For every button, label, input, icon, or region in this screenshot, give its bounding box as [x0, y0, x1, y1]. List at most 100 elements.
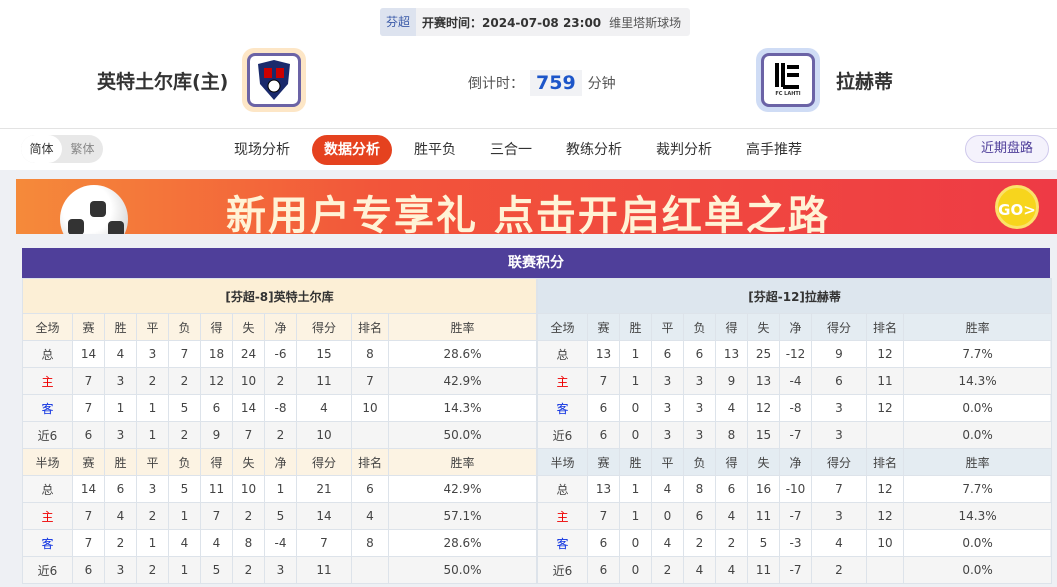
cell: 5	[200, 556, 233, 584]
cell: 3	[683, 421, 716, 449]
cell: 2	[168, 421, 201, 449]
lang-traditional[interactable]: 繁体	[70, 142, 95, 156]
cell: -8	[264, 394, 297, 422]
team-standing-title: [芬超-12]拉赫蒂	[536, 278, 1053, 314]
cell: 2	[264, 367, 297, 395]
tab-0[interactable]: 现场分析	[234, 142, 290, 158]
cell: 6	[683, 502, 716, 530]
tab-4[interactable]: 教练分析	[566, 142, 622, 158]
cell: 1	[136, 394, 169, 422]
league-tag[interactable]: 芬超	[380, 8, 417, 36]
team-standing-title: [芬超-8]英特土尔库	[22, 278, 537, 314]
row-label: 近6	[537, 556, 588, 584]
cell: 7.7%	[902, 340, 1053, 368]
countdown-label: 倒计时：	[468, 76, 524, 92]
recent-odds-button[interactable]: 近期盘路	[964, 135, 1049, 163]
column-header: 失	[232, 448, 265, 476]
row-label: 总	[537, 475, 588, 503]
cell: 5	[168, 475, 201, 503]
home-standings-table: [芬超-8]英特土尔库 全场赛胜平负得失净得分 排名 胜率总 14 4 3 7 18 24 -6 15…	[22, 278, 537, 584]
promo-banner[interactable]: 新用户专享礼 点击开启红单之路 GO>	[16, 179, 1057, 234]
cell: 13	[587, 475, 620, 503]
tab-5[interactable]: 裁判分析	[656, 142, 712, 158]
home-team-logo[interactable]	[242, 48, 307, 112]
cell: 13	[747, 367, 780, 395]
column-header: 净	[779, 313, 812, 341]
cell: 7	[296, 529, 352, 557]
cell: 6	[811, 367, 867, 395]
cell: 5	[747, 529, 780, 557]
cell: 11	[200, 475, 233, 503]
cell: 8	[715, 421, 748, 449]
cell: 42.9%	[388, 367, 537, 395]
full-header-row: 全场赛胜平负得失净得分 排名 胜率	[537, 313, 1053, 341]
away-team[interactable]: FC LAHTI 拉赫蒂	[756, 48, 893, 112]
away-standings-table: [芬超-12]拉赫蒂 全场赛胜平负得失净得分 排名 胜率总 13 1 6 6 13 25 -12 9 1…	[536, 278, 1053, 584]
tab-6[interactable]: 高手推荐	[746, 142, 802, 158]
cell: 7	[587, 367, 620, 395]
cell: 6	[587, 529, 620, 557]
cell: 7	[72, 502, 105, 530]
table-row: 总 13 1 6 6 13 25 -12 9 12 7.7%	[537, 340, 1053, 368]
column-header: 负	[683, 448, 716, 476]
cell: 14	[296, 502, 352, 530]
cell: 5	[264, 502, 297, 530]
away-team-name[interactable]: 拉赫蒂	[836, 70, 894, 93]
table-row: 主 7 4 2 1 7 2 5 14 4 57.1%	[22, 502, 537, 530]
tab-3[interactable]: 三合一	[490, 142, 532, 158]
cell: 11	[296, 367, 352, 395]
cell: 10	[232, 475, 265, 503]
half-header-row: 半场赛胜平负得失净得分 排名 胜率	[22, 448, 537, 476]
column-header: 排名	[351, 313, 389, 341]
tab-2[interactable]: 胜平负	[414, 142, 456, 158]
table-row: 客 6 0 3 3 4 12 -8 3 12 0.0%	[537, 394, 1053, 422]
cell: -8	[779, 394, 812, 422]
cell: 9	[200, 421, 233, 449]
cell: 12	[866, 394, 904, 422]
column-header: 负	[683, 313, 716, 341]
full-header-row: 全场赛胜平负得失净得分 排名 胜率	[22, 313, 537, 341]
column-header: 胜率	[902, 313, 1053, 341]
table-row: 近6 6 3 2 1 5 2 3 11 50.0%	[22, 556, 537, 584]
cell: 3	[811, 394, 867, 422]
soccer-ball-icon	[60, 185, 128, 234]
away-team-logo[interactable]: FC LAHTI	[756, 48, 820, 112]
row-label: 客	[22, 529, 73, 557]
column-header: 得分	[296, 313, 352, 341]
cell: 12	[747, 394, 780, 422]
cell: 12	[866, 502, 904, 530]
cell	[351, 556, 389, 584]
language-toggle[interactable]: 简体 繁体	[21, 135, 103, 163]
column-header: 得分	[811, 313, 867, 341]
tab-1[interactable]: 数据分析	[312, 135, 392, 165]
column-header: 赛	[587, 448, 620, 476]
cell: 7	[168, 340, 201, 368]
nav-bar: 简体 繁体 现场分析 数据分析 胜平负 三合一 教练分析 裁判分析 高手推荐 近期盘路	[0, 128, 1057, 170]
cell: 42.9%	[388, 475, 537, 503]
table-row: 客 7 1 1 5 6 14 -8 4 10 14.3%	[22, 394, 537, 422]
go-button[interactable]: GO>	[995, 185, 1039, 229]
column-header: 赛	[72, 448, 105, 476]
cell: 13	[587, 340, 620, 368]
column-header: 失	[747, 448, 780, 476]
cell: 4	[351, 502, 389, 530]
cell: 3	[104, 556, 137, 584]
cell: 1	[264, 475, 297, 503]
lang-simplified[interactable]: 简体	[21, 135, 62, 163]
cell: 6	[587, 394, 620, 422]
cell	[866, 421, 904, 449]
table-row: 近6 6 0 2 4 4 11 -7 2 0.0%	[537, 556, 1053, 584]
column-header: 胜率	[388, 313, 537, 341]
cell: 57.1%	[388, 502, 537, 530]
cell: 11	[866, 367, 904, 395]
cell: 16	[747, 475, 780, 503]
column-header: 赛	[587, 313, 620, 341]
cell: 0	[619, 421, 652, 449]
column-header: 胜	[619, 313, 652, 341]
cell: 8	[351, 529, 389, 557]
column-header: 负	[168, 448, 201, 476]
home-team-name[interactable]: 英特土尔库(主)	[97, 70, 229, 93]
cell: 2	[136, 502, 169, 530]
home-team[interactable]: 英特土尔库(主)	[97, 48, 307, 112]
cell: 10	[351, 394, 389, 422]
